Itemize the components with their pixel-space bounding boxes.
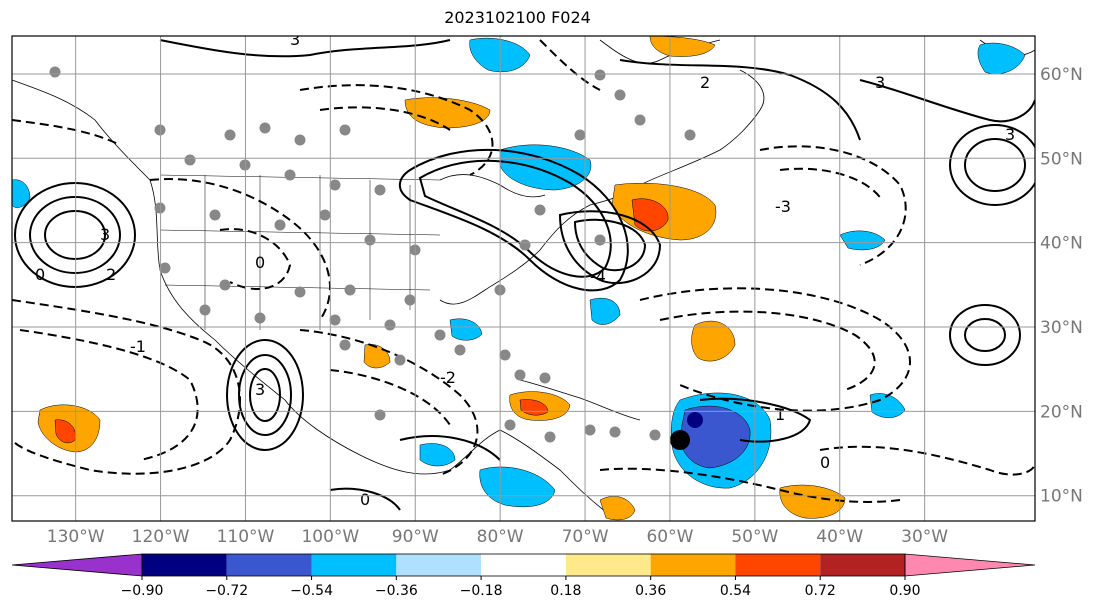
colorbar-tick-label: −0.36 (375, 583, 418, 599)
latitude-label: 50°N (1040, 149, 1083, 169)
colorbar-tick-label: 0.90 (889, 583, 920, 599)
contour-label: 3 (1005, 125, 1015, 144)
contour-label: -1 (130, 337, 146, 356)
latitude-label: 40°N (1040, 234, 1083, 254)
colorbar-segment (565, 554, 651, 576)
contour-label: 3 (100, 225, 110, 244)
longitude-labels: 130°W 120°W 110°W 100°W 90°W 80°W 70°W 60°W 50°W… (47, 527, 949, 547)
colorbar-segment (396, 554, 482, 576)
contour-label: -3 (775, 197, 791, 216)
longitude-label: 60°W (646, 527, 693, 547)
colorbar-segment (311, 554, 397, 576)
contour-label: 0 (360, 490, 370, 509)
latitude-label: 20°N (1040, 402, 1083, 422)
colorbar-tick-label: −0.54 (290, 583, 333, 599)
contour-label: 0 (820, 453, 830, 472)
map-title: 2023102100 F024 (444, 8, 591, 27)
longitude-label: 120°W (132, 527, 190, 547)
colorbar-frame (141, 553, 906, 577)
contour-label: 2 (106, 265, 116, 284)
contour-label: 1 (775, 405, 785, 424)
colorbar-segment (735, 554, 821, 576)
colorbar-tick-label: −0.18 (460, 583, 503, 599)
colorbar-segment (650, 554, 736, 576)
state-borders (159, 174, 441, 330)
colorbar-tick-label: −0.90 (121, 583, 164, 599)
colorbar-extend-high (904, 553, 1036, 577)
colorbar-segment (142, 554, 227, 576)
gridlines (12, 36, 1035, 521)
colorbar-tick-label: 0.54 (720, 583, 751, 599)
storm-center-marker (670, 430, 690, 450)
contour-label: 0 (35, 265, 45, 284)
latitude-label: 30°N (1040, 318, 1083, 338)
longitude-label: 30°W (901, 527, 948, 547)
colorbar-tick-label: 0.36 (635, 583, 666, 599)
contour-label: -2 (440, 368, 456, 387)
latitude-labels: 60°N 50°N 40°N 30°N 20°N 10°N (1040, 65, 1083, 507)
longitude-label: 40°W (816, 527, 863, 547)
colorbar (11, 553, 1036, 577)
longitude-label: 100°W (301, 527, 359, 547)
contour-label: 0 (255, 253, 265, 272)
colorbar-segment (820, 554, 905, 576)
contours-dashed (12, 39, 1035, 503)
contour-label: 3 (255, 380, 265, 399)
colorbar-tick-label: −0.72 (205, 583, 248, 599)
colorbar-labels: −0.90 −0.72 −0.54 −0.36 −0.18 0.18 0.36 0.54 0.7… (121, 576, 921, 599)
contour-label: 3 (875, 73, 885, 92)
longitude-label: 70°W (562, 527, 609, 547)
latitude-label: 10°N (1040, 487, 1083, 507)
station-dots (49, 66, 696, 443)
latitude-label: 60°N (1040, 65, 1083, 85)
longitude-label: 90°W (392, 527, 439, 547)
contours-solid (14, 39, 1035, 511)
colorbar-tick-label: 0.18 (550, 583, 581, 599)
colorbar-segment (481, 554, 566, 576)
contour-labels: 3 2 0 -1 3 0 -2 -4 -3 1 0 0 3 3 2 3 (35, 30, 1015, 509)
contour-label: 2 (700, 73, 710, 92)
colorbar-tick-label: 0.72 (805, 583, 836, 599)
longitude-label: 80°W (477, 527, 524, 547)
plot-frame (11, 35, 1036, 522)
contour-label: 3 (290, 30, 300, 49)
longitude-label: 50°W (731, 527, 778, 547)
colorbar-segment (226, 554, 312, 576)
colorbar-extend-low (11, 553, 143, 577)
longitude-label: 130°W (47, 527, 105, 547)
contour-label: -4 (590, 267, 606, 286)
longitude-label: 110°W (217, 527, 275, 547)
